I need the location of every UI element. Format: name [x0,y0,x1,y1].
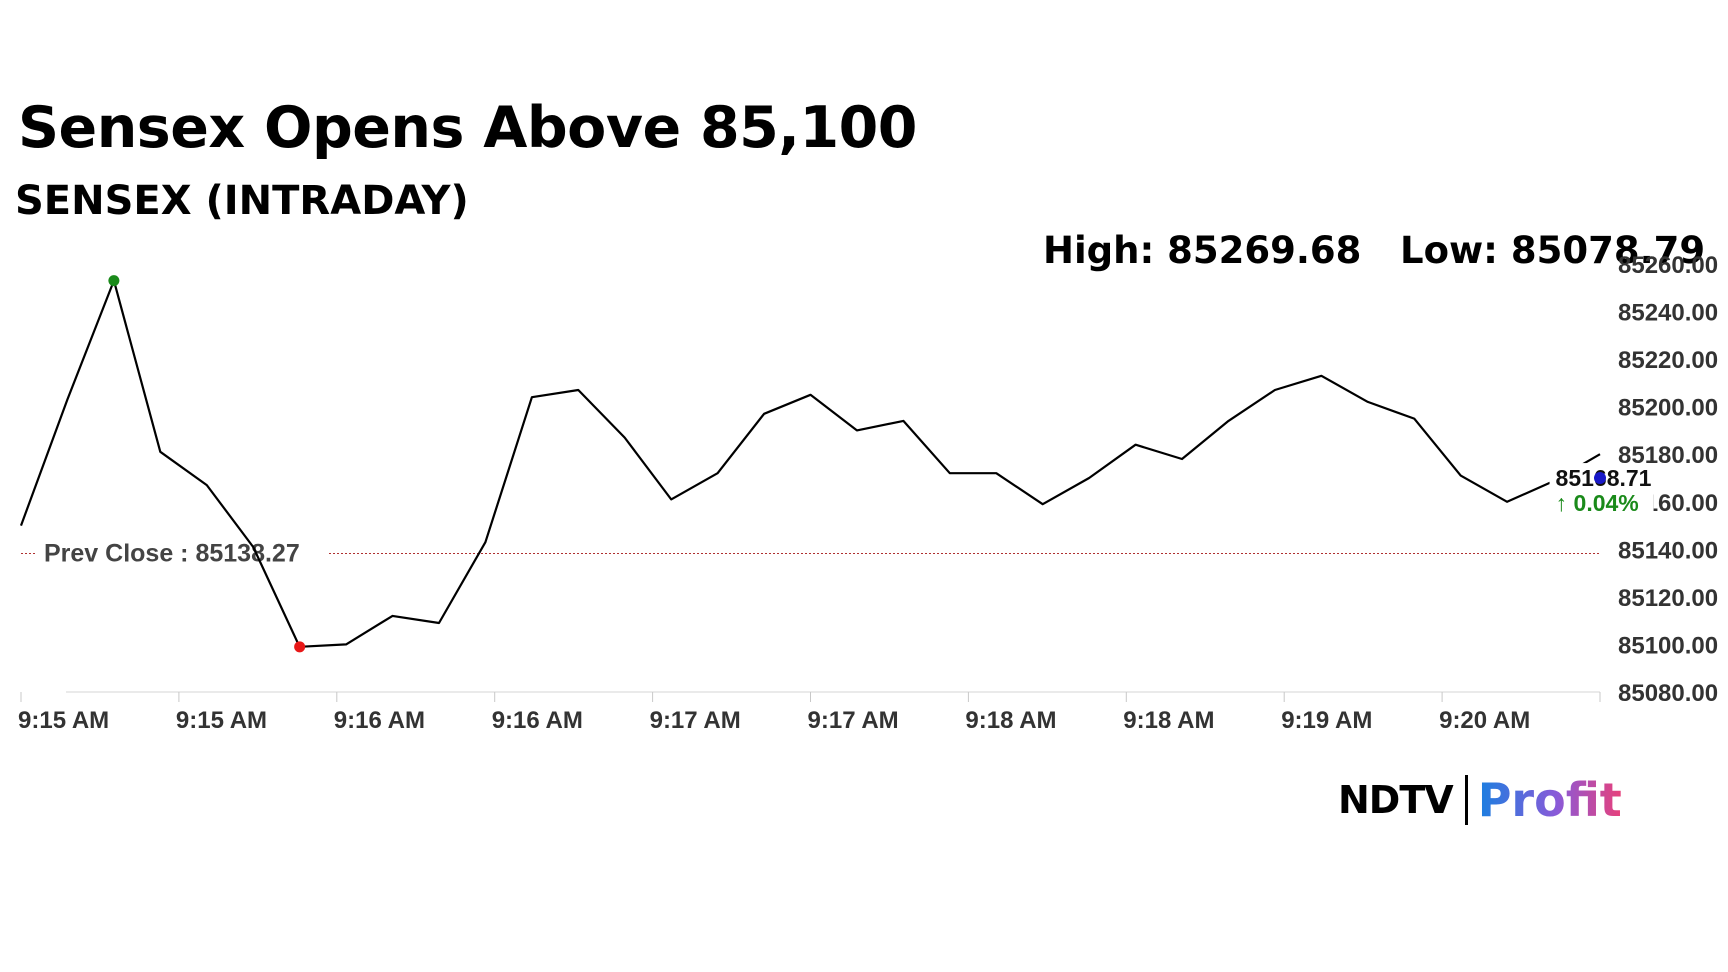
y-tick-label: 85080.00 [1618,680,1718,707]
change-label: 0.04% [1574,490,1639,516]
high-value: High: 85269.68 [1043,229,1362,272]
y-tick-label: 85240.00 [1618,300,1718,327]
x-tick-label: 9:17 AM [650,707,741,734]
x-tick-label: 9:16 AM [334,707,425,734]
low-value: Low: 85078.79 [1400,229,1706,272]
prev-close-label-bg [36,536,329,571]
x-tick-label: 9:19 AM [1281,707,1372,734]
x-tick-label: 9:16 AM [492,707,583,734]
x-tick-label: 9:15 AM [176,707,267,734]
chart-subtitle: SENSEX (INTRADAY) [15,178,469,224]
x-tick-label: 9:18 AM [965,707,1056,734]
y-tick-label: 85220.00 [1618,347,1718,374]
x-tick-label: 9:15 AM [18,707,109,734]
low-marker [294,641,306,653]
high-marker [108,275,120,287]
last-point-marker [1594,472,1606,484]
chart-title: Sensex Opens Above 85,100 [18,95,917,161]
x-tick-label: 9:17 AM [808,707,899,734]
y-tick-label: 85260.00 [1618,252,1718,279]
series-line [19,279,1601,648]
logo-divider [1464,775,1468,825]
x-tick-label: 9:20 AM [1439,707,1530,734]
y-tick-label: 85200.00 [1618,395,1718,422]
ndtv-profit-logo: NDTV Profit [1338,772,1622,828]
profit-logo-text: Profit [1477,773,1622,827]
x-tick-label: 9:18 AM [1123,707,1214,734]
change-arrow-icon: ↑ [1556,490,1568,516]
y-tick-label: 85120.00 [1618,585,1718,612]
y-tick-label: 85100.00 [1618,632,1718,659]
ndtv-logo-text: NDTV [1338,778,1454,822]
y-tick-label: 85140.00 [1618,537,1718,564]
